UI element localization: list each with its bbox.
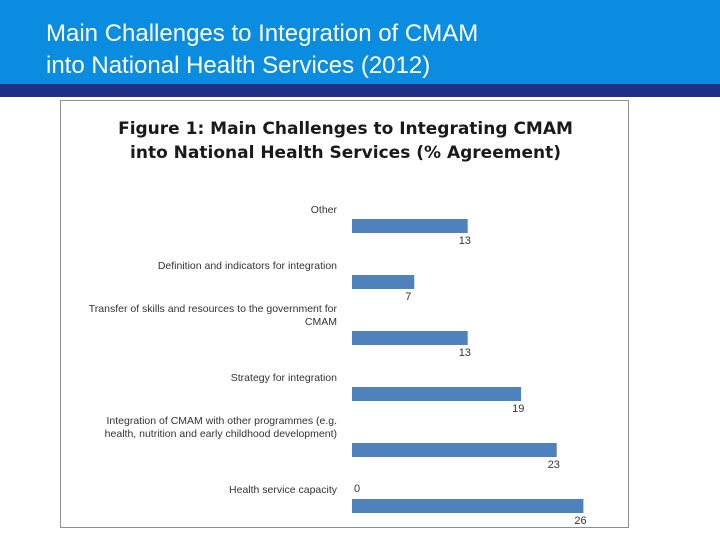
title-bar bbox=[0, 0, 720, 84]
category-label: Definition and indicators for integratio… bbox=[158, 260, 337, 272]
bar bbox=[352, 387, 522, 401]
figure-panel: Figure 1: Main Challenges to Integrating… bbox=[60, 100, 629, 528]
value-label: 13 bbox=[459, 235, 471, 247]
category-label: Other bbox=[311, 204, 338, 216]
category-label: Health service capacity bbox=[229, 484, 338, 496]
category-label: Transfer of skills and resources to the … bbox=[89, 303, 338, 328]
category-label: Strategy for integration bbox=[231, 372, 337, 384]
value-label: 26 bbox=[574, 515, 586, 527]
bar bbox=[352, 331, 468, 345]
bar bbox=[352, 275, 415, 289]
value-label: 19 bbox=[512, 403, 524, 415]
title-rule bbox=[0, 84, 720, 97]
bar bbox=[352, 443, 557, 457]
value-label: 7 bbox=[405, 291, 411, 303]
chart-title: Figure 1: Main Challenges to Integrating… bbox=[118, 119, 573, 163]
value-label: 0 bbox=[354, 483, 360, 495]
category-label: Integration of CMAM with other programme… bbox=[105, 415, 337, 440]
bar-chart: Other 13 Definition and indicators for int… bbox=[89, 204, 587, 527]
value-label: 13 bbox=[459, 347, 471, 359]
bar bbox=[352, 499, 584, 513]
slide-title: Main Challenges to Integration of CMAM i… bbox=[46, 20, 479, 79]
bar bbox=[352, 219, 468, 233]
value-label: 23 bbox=[548, 459, 560, 471]
